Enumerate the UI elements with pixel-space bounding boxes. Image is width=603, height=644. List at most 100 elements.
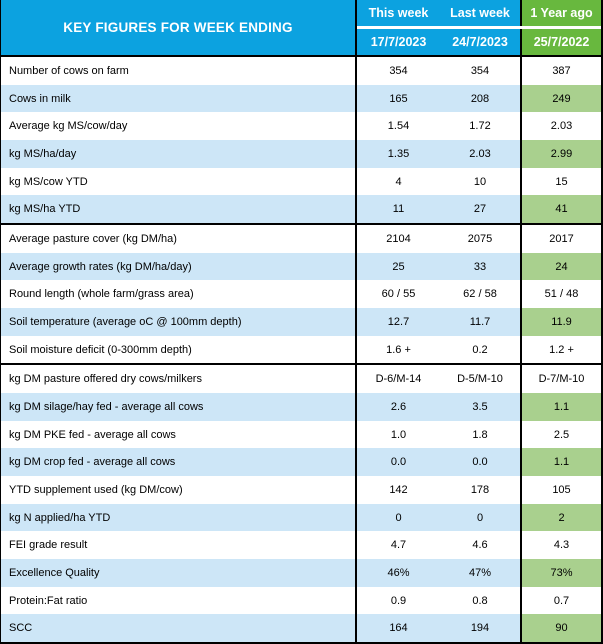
table-row: Round length (whole farm/grass area) 60 … — [1, 280, 601, 309]
metric-label: Cows in milk — [1, 84, 357, 113]
table-row: kg DM silage/hay fed - average all cows … — [1, 393, 601, 421]
year-ago-value: 2.03 — [520, 112, 601, 141]
last-week-value: 1.8 — [472, 428, 488, 441]
column-header-last-week: Last week — [440, 0, 520, 26]
date-year-ago: 25/7/2022 — [520, 29, 601, 55]
table-row: YTD supplement used (kg DM/cow) 142 178 … — [1, 476, 601, 504]
metric-label: Soil temperature (average oC @ 100mm dep… — [1, 308, 357, 336]
year-ago-value: 41 — [520, 195, 601, 224]
year-ago-value: 249 — [520, 84, 601, 113]
table-header: KEY FIGURES FOR WEEK ENDING This week La… — [1, 0, 601, 57]
year-ago-value: 2017 — [520, 225, 601, 253]
last-week-value: 178 — [470, 483, 490, 496]
year-ago-value: 11.9 — [520, 308, 601, 336]
metric-label: kg DM PKE fed - average all cows — [1, 420, 357, 449]
this-week-value: 354 — [389, 64, 408, 77]
this-week-value: 2104 — [386, 232, 411, 245]
metric-label: YTD supplement used (kg DM/cow) — [1, 476, 357, 504]
metric-label: Protein:Fat ratio — [1, 586, 357, 615]
header-divider — [357, 26, 601, 29]
last-week-value: 11.7 — [469, 315, 491, 328]
last-week-value: D-5/M-10 — [457, 373, 503, 386]
last-week-value: 208 — [470, 92, 490, 105]
metric-label: SCC — [1, 614, 357, 643]
metric-label: Soil moisture deficit (0-300mm depth) — [1, 335, 357, 364]
year-ago-value: 0.7 — [520, 586, 601, 615]
header-labels-row: This week Last week 1 Year ago — [357, 0, 601, 26]
year-ago-value: 4.3 — [520, 531, 601, 560]
header-columns: This week Last week 1 Year ago 17/7/2023… — [357, 0, 601, 55]
year-ago-value: 1.1 — [520, 393, 601, 421]
table-row: Average kg MS/cow/day 1.54 1.72 2.03 — [1, 112, 601, 141]
metric-label: kg MS/ha YTD — [1, 195, 357, 224]
year-ago-value: 73% — [520, 559, 601, 587]
year-ago-value: 15 — [520, 167, 601, 196]
table-row: Protein:Fat ratio 0.9 0.8 0.7 — [1, 586, 601, 615]
last-week-value: 1.72 — [469, 120, 491, 133]
table-body: Number of cows on farm 354 354 387 Cows … — [1, 57, 601, 643]
table-row: kg MS/ha/day 1.35 2.03 2.99 — [1, 140, 601, 168]
date-this-week: 17/7/2023 — [357, 29, 440, 55]
last-week-value: 2.03 — [469, 147, 491, 160]
table-title: KEY FIGURES FOR WEEK ENDING — [1, 0, 357, 55]
last-week-value: 2075 — [467, 232, 493, 245]
metric-label: kg MS/cow YTD — [1, 167, 357, 196]
this-week-value: 4 — [395, 175, 402, 188]
table-row: Average growth rates (kg DM/ha/day) 25 3… — [1, 252, 601, 281]
year-ago-value: 387 — [520, 57, 601, 85]
year-ago-value: 1.2 + — [520, 335, 601, 364]
year-ago-value: 2 — [520, 503, 601, 532]
year-ago-value: 2.99 — [520, 140, 601, 168]
last-week-value: 0.8 — [472, 594, 488, 607]
table-row: kg DM PKE fed - average all cows 1.0 1.8… — [1, 420, 601, 449]
column-header-this-week: This week — [357, 0, 440, 26]
last-week-value: 194 — [470, 622, 490, 635]
metric-label: Average kg MS/cow/day — [1, 112, 357, 141]
last-week-value: 354 — [470, 64, 490, 77]
last-week-value: 0 — [476, 511, 484, 524]
table-row: kg DM pasture offered dry cows/milkers D… — [1, 363, 601, 394]
last-week-value: 62 / 58 — [463, 288, 497, 301]
table-row: Excellence Quality 46% 47% 73% — [1, 559, 601, 587]
this-week-value: 0 — [395, 511, 402, 524]
date-last-week: 24/7/2023 — [440, 29, 520, 55]
table-row: kg MS/cow YTD 4 10 15 — [1, 167, 601, 196]
last-week-value: 0.2 — [472, 343, 488, 356]
table-row: kg MS/ha YTD 11 27 41 — [1, 195, 601, 224]
last-week-value: 27 — [473, 203, 487, 216]
year-ago-value: 1.1 — [520, 448, 601, 477]
this-week-value: 12.7 — [387, 315, 410, 328]
metric-label: kg DM crop fed - average all cows — [1, 448, 357, 477]
this-week-value: 2.6 — [390, 400, 407, 413]
this-week-value: 1.0 — [390, 428, 407, 441]
this-week-value: 165 — [389, 92, 408, 105]
table-row: Number of cows on farm 354 354 387 — [1, 57, 601, 85]
this-week-value: 25 — [392, 260, 405, 273]
year-ago-value: D-7/M-10 — [520, 365, 601, 394]
this-week-value: 1.54 — [387, 120, 410, 133]
header-dates-row: 17/7/2023 24/7/2023 25/7/2022 — [357, 29, 601, 55]
last-week-value: 4.6 — [472, 539, 488, 552]
table-row: kg N applied/ha YTD 0 0 2 — [1, 503, 601, 532]
table-row: kg DM crop fed - average all cows 0.0 0.… — [1, 448, 601, 477]
column-header-year-ago: 1 Year ago — [520, 0, 601, 26]
metric-label: kg DM silage/hay fed - average all cows — [1, 393, 357, 421]
this-week-value: 4.7 — [390, 539, 407, 552]
this-week-value: 164 — [389, 622, 408, 635]
table-row: SCC 164 194 90 — [1, 614, 601, 643]
this-week-value: 142 — [389, 483, 408, 496]
last-week-value: 33 — [473, 260, 487, 273]
last-week-value: 47% — [468, 566, 492, 579]
metric-label: kg N applied/ha YTD — [1, 503, 357, 532]
metric-label: kg MS/ha/day — [1, 140, 357, 168]
table-row: Cows in milk 165 208 249 — [1, 84, 601, 113]
year-ago-value: 2.5 — [520, 420, 601, 449]
this-week-value: 60 / 55 — [381, 288, 416, 301]
this-week-value: 11 — [392, 203, 405, 216]
metric-label: Excellence Quality — [1, 559, 357, 587]
metric-label: kg DM pasture offered dry cows/milkers — [1, 365, 357, 394]
table-row: Soil moisture deficit (0-300mm depth) 1.… — [1, 335, 601, 364]
table-row: Soil temperature (average oC @ 100mm dep… — [1, 308, 601, 336]
table-row: FEI grade result 4.7 4.6 4.3 — [1, 531, 601, 560]
